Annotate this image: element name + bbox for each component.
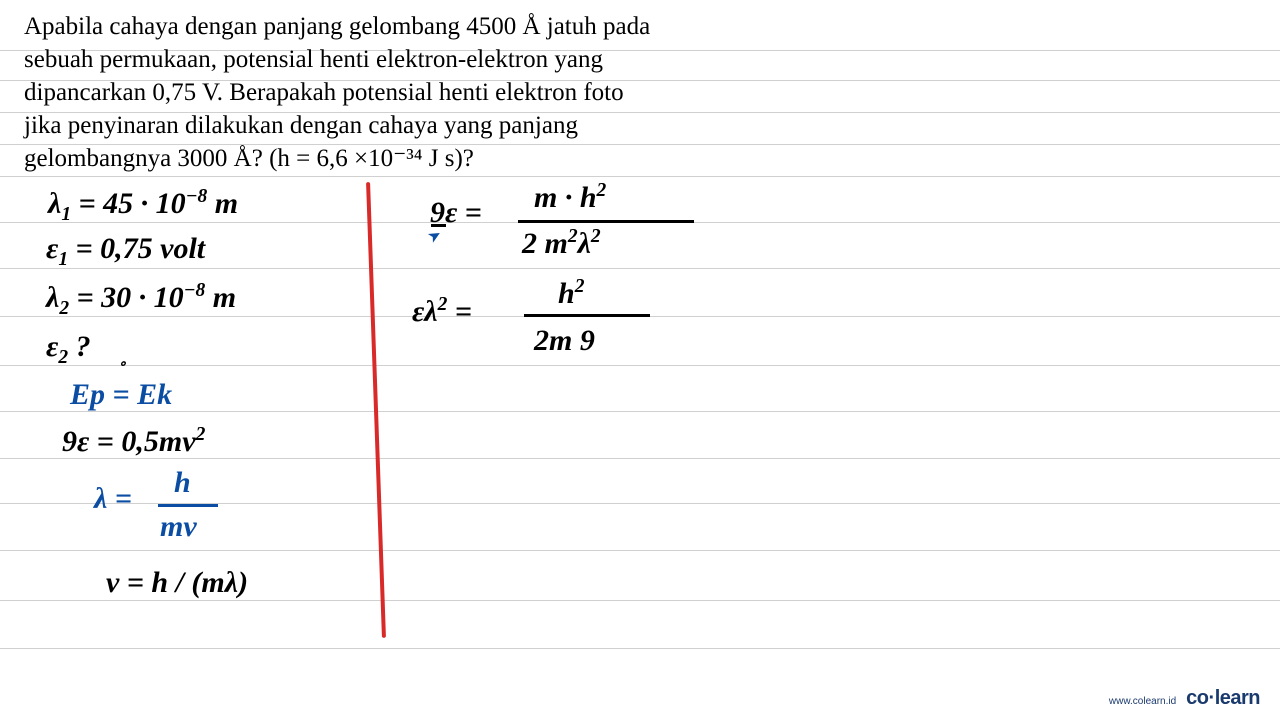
handwritten-text: mv xyxy=(160,510,197,544)
footer-url: www.colearn.id xyxy=(1109,696,1176,707)
fraction-bar xyxy=(524,314,650,317)
handwritten-text: v = h / (mλ) xyxy=(106,566,248,600)
content-area: Apabila cahaya dengan panjang gelombang … xyxy=(24,10,1256,175)
fraction-bar xyxy=(158,504,218,507)
handwritten-text: 2 m2λ2 xyxy=(522,226,601,261)
brand-part-b: learn xyxy=(1215,687,1260,709)
handwritten-text: λ1 = 45 · 10−8 m xyxy=(48,186,238,226)
handwritten-text: h2 xyxy=(558,276,584,311)
handwritten-text: ελ2 = xyxy=(412,294,472,329)
handwritten-text: λ = xyxy=(94,482,132,516)
footer: www.colearn.id co·learn xyxy=(1109,687,1260,710)
problem-line-1: Apabila cahaya dengan panjang gelombang … xyxy=(24,13,650,40)
handwritten-text: h xyxy=(174,466,191,500)
column-divider xyxy=(366,182,386,638)
handwritten-text: ∘ xyxy=(118,356,127,373)
problem-line-3: dipancarkan 0,75 V. Berapakah potensial … xyxy=(24,79,624,106)
handwritten-text: Ep = Ek xyxy=(70,378,172,412)
handwritten-text: ε1 = 0,75 volt xyxy=(46,232,205,271)
problem-line-5: gelombangnya 3000 Å? (h = 6,6 ×10⁻³⁴ J s… xyxy=(24,145,474,172)
handwritten-text: λ2 = 30 · 10−8 m xyxy=(46,280,236,320)
handwritten-text: m · h2 xyxy=(534,180,606,215)
handwriting-area: λ1 = 45 · 10−8 m ε1 = 0,75 volt λ2 = 30 · … xyxy=(24,186,1256,720)
handwritten-text: ε2 ? xyxy=(46,330,91,369)
handwritten-text: 2m 9 xyxy=(534,324,595,358)
brand-part-a: co xyxy=(1186,687,1208,709)
fraction-bar xyxy=(518,220,694,223)
problem-line-4: jika penyinaran dilakukan dengan cahaya … xyxy=(24,112,578,139)
problem-statement: Apabila cahaya dengan panjang gelombang … xyxy=(24,10,664,175)
problem-line-2: sebuah permukaan, potensial henti elektr… xyxy=(24,46,603,73)
footer-brand: co·learn xyxy=(1186,687,1260,710)
handwritten-text: 9ε = 0,5mv2 xyxy=(62,424,205,459)
